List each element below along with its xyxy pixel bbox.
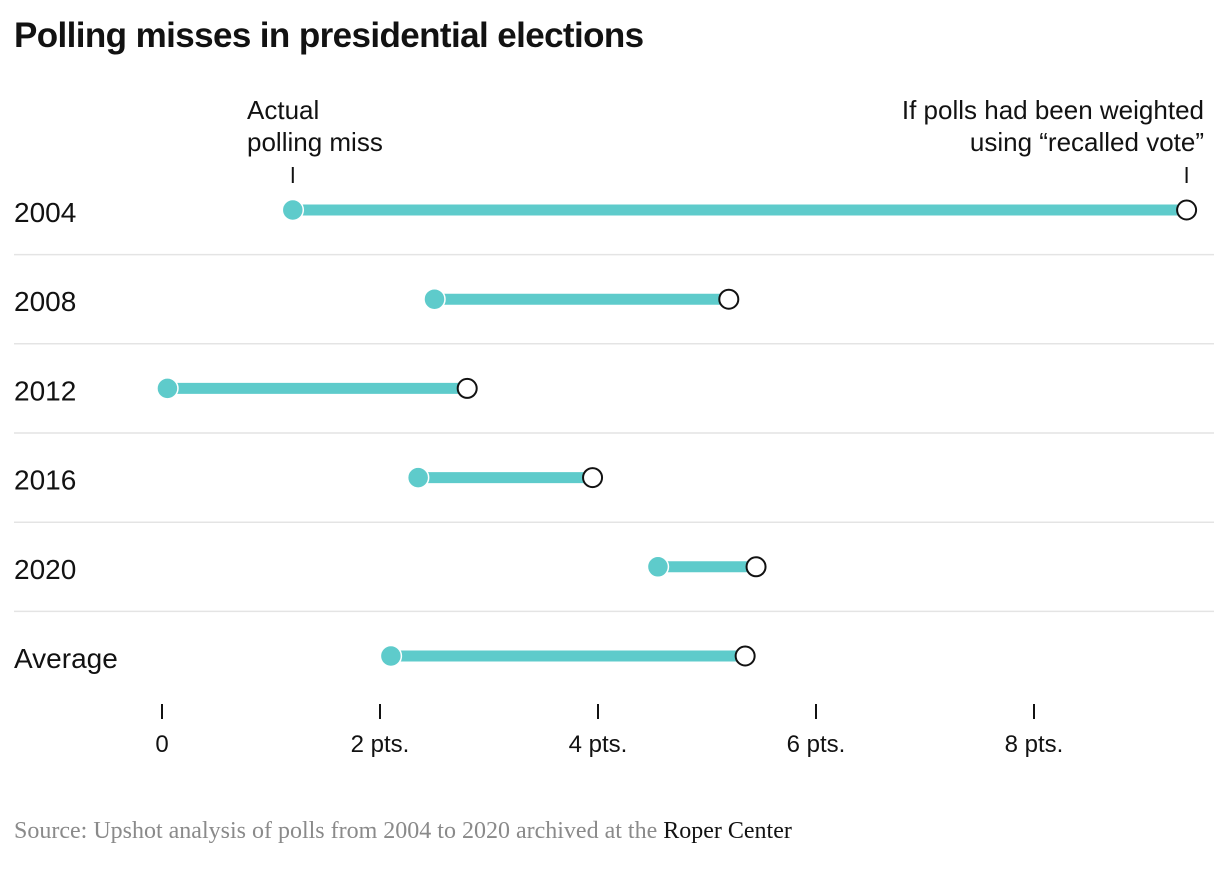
actual-miss-point: [379, 644, 403, 668]
recalled-vote-point: [1176, 199, 1198, 221]
actual-miss-point: [406, 466, 430, 489]
row-label: 2020: [14, 554, 76, 585]
source-note: Source: Upshot analysis of polls from 20…: [14, 818, 792, 845]
legend-actual-line2: polling miss: [247, 127, 383, 157]
recalled-vote-point: [582, 467, 604, 489]
recalled-vote-point: [734, 645, 756, 667]
legend-recalled-line2: using “recalled vote”: [970, 127, 1204, 157]
row-label: 2012: [14, 375, 76, 406]
row-label: 2016: [14, 465, 76, 496]
dumbbell-chart: 2004 2008 2012 2016 2020 Average Actualpolling…: [14, 95, 1214, 758]
x-axis-tick-label: 4 pts.: [569, 731, 628, 758]
recalled-vote-point: [745, 556, 767, 578]
recalled-vote-point: [456, 377, 478, 399]
legend-actual-line1: Actual: [247, 95, 319, 125]
legend-recalled-line1: If polls had been weighted: [902, 95, 1204, 125]
row-label: 2004: [14, 197, 76, 228]
x-axis-tick-label: 0: [155, 731, 168, 758]
recalled-vote-point: [718, 288, 740, 310]
actual-miss-point: [281, 198, 305, 222]
source-text: Source: Upshot analysis of polls from 20…: [14, 818, 658, 844]
chart-title: Polling misses in presidential elections: [14, 16, 644, 55]
row-label: 2008: [14, 286, 76, 317]
x-axis-tick-label: 8 pts.: [1005, 731, 1064, 758]
roper-center-link[interactable]: Roper Center: [663, 818, 792, 844]
x-axis-tick-label: 6 pts.: [787, 731, 846, 758]
actual-miss-point: [156, 377, 179, 400]
actual-miss-point: [423, 287, 446, 311]
actual-miss-point: [646, 555, 670, 579]
row-label: Average: [14, 643, 118, 674]
x-axis-tick-label: 2 pts.: [351, 731, 410, 758]
